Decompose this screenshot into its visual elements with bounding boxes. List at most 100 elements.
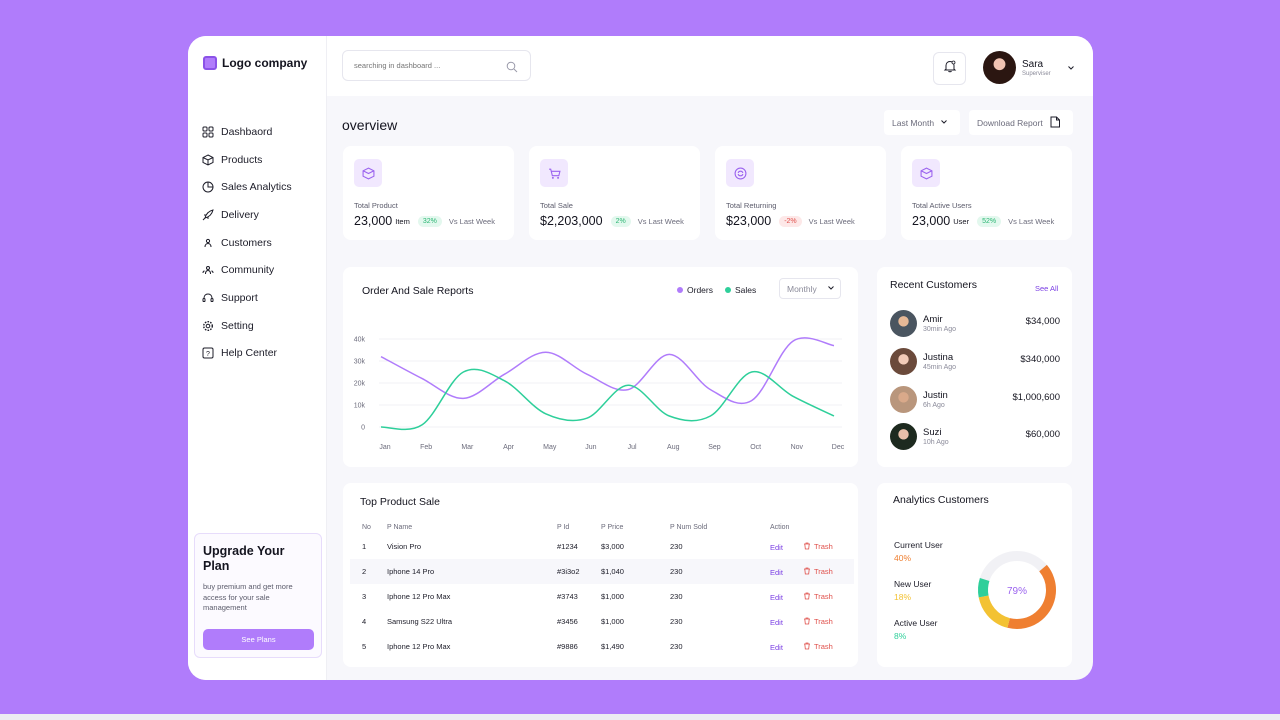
cell-no: 1 (362, 542, 367, 551)
period-select-label: Last Month (892, 117, 935, 128)
sidebar-item-label: Products (221, 153, 263, 166)
users-icon (202, 264, 214, 276)
trash-button[interactable]: Trash (803, 542, 833, 552)
cell-actions: Edit Trash (770, 634, 854, 659)
line-chart: 0 10k 20k 30k 40k Jan Feb Mar Apr May Jun Jul Aug Sep… (354, 337, 845, 452)
avatar (983, 51, 1016, 84)
cell-id: #3456 (557, 617, 578, 626)
change-badge: 2% (610, 215, 631, 227)
y-tick-label: 0 (361, 425, 365, 432)
box-icon (354, 159, 382, 187)
legend-sales: Sales (734, 285, 757, 295)
cell-id: #3i3o2 (557, 559, 601, 584)
trash-label: Trash (813, 567, 833, 576)
stat-card-total-returning: Total Returning $23,000 -2% Vs Last Week (715, 146, 886, 240)
trash-icon (803, 542, 811, 552)
stat-card-total-sale: Total Sale $2,203,000 2% Vs Last Week (529, 146, 700, 240)
legend-dot-sales (724, 287, 731, 293)
grid-icon (202, 126, 214, 138)
column-header: No (362, 523, 371, 531)
sidebar-item-label: Sales Analytics (221, 181, 292, 194)
comparison-text: Vs Last Week (1008, 216, 1055, 226)
sidebar-item-products[interactable]: Products (202, 146, 322, 174)
file-icon (1049, 116, 1061, 130)
table-row: 4 Samsung S22 Ultra #3456 $1,000 230 Edi… (350, 609, 854, 634)
download-report-label: Download Report (977, 117, 1043, 128)
user-menu[interactable]: Sara Superviser (983, 51, 1075, 84)
customer-amount: $1,000,600 (1012, 392, 1060, 403)
page-title: overview (342, 117, 398, 133)
trash-label: Trash (813, 542, 833, 551)
x-tick-label: Jul (628, 444, 637, 451)
edit-button[interactable]: Edit (770, 567, 783, 577)
topbar: Sara Superviser (327, 36, 1093, 96)
column-header: Action (770, 523, 790, 531)
report-period-select[interactable]: Monthly (779, 278, 841, 299)
customer-avatar (890, 385, 917, 413)
cell-no: 2 (350, 559, 387, 584)
donut-segments (978, 551, 1056, 629)
sidebar-item-dashboard[interactable]: Dashbaord (202, 118, 322, 146)
chart-legend: Orders Sales (677, 285, 756, 295)
see-all-link[interactable]: See All (1035, 284, 1059, 293)
sidebar-item-delivery[interactable]: Delivery (202, 201, 322, 229)
notification-button[interactable] (933, 52, 966, 85)
sidebar-item-help-center[interactable]: ? Help Center (202, 340, 322, 368)
customer-row[interactable]: Justina 45min Ago $340,000 (890, 346, 1060, 376)
donut-chart: 79% (978, 551, 1056, 629)
sidebar-item-label: Dashbaord (221, 125, 273, 138)
sidebar-item-setting[interactable]: Setting (202, 312, 322, 340)
period-select[interactable]: Last Month (884, 110, 960, 135)
chevron-down-icon[interactable] (1067, 59, 1075, 77)
x-tick-label: May (543, 444, 557, 451)
stat-value: 23,000 (912, 214, 951, 228)
series-line-orders (380, 337, 835, 405)
comparison-text: Vs Last Week (808, 216, 855, 226)
customer-row[interactable]: Justin 6h Ago $1,000,600 (890, 384, 1060, 414)
edit-button[interactable]: Edit (770, 617, 783, 627)
y-tick-label: 10k (354, 403, 366, 410)
sidebar-item-community[interactable]: Community (202, 256, 322, 284)
sidebar-item-customers[interactable]: Customers (202, 229, 322, 257)
stat-value: $23,000 (726, 214, 772, 228)
edit-button[interactable]: Edit (770, 542, 783, 552)
screen-bottom-strip (0, 714, 1280, 720)
upgrade-text: buy premium and get more access for your… (203, 582, 293, 612)
table-row: 3 Iphone 12 Pro Max #3743 $1,000 230 Edi… (350, 584, 854, 609)
donut-segment (978, 551, 1056, 629)
search-input[interactable] (354, 61, 504, 70)
trash-button[interactable]: Trash (803, 567, 833, 577)
segment-value: 18% (894, 592, 912, 602)
top-products-title: Top Product Sale (360, 496, 440, 508)
edit-button[interactable]: Edit (770, 592, 783, 602)
trash-label: Trash (813, 642, 833, 651)
edit-button[interactable]: Edit (770, 642, 783, 652)
cell-sold: 230 (670, 617, 683, 626)
sidebar-item-sales-analytics[interactable]: Sales Analytics (202, 173, 322, 201)
see-plans-button[interactable]: See Plans (203, 629, 314, 650)
bell-icon (943, 59, 957, 78)
y-tick-label: 30k (354, 359, 366, 366)
sidebar-item-support[interactable]: Support (202, 284, 322, 312)
x-tick-label: Dec (832, 444, 845, 451)
trash-button[interactable]: Trash (803, 642, 833, 652)
trash-button[interactable]: Trash (803, 592, 833, 602)
logo[interactable]: Logo company (203, 56, 307, 70)
trash-label: Trash (813, 617, 833, 626)
customer-row[interactable]: Suzi 10h Ago $60,000 (890, 421, 1060, 451)
analytics-title: Analytics Customers (893, 494, 989, 506)
cell-name: Vision Pro (387, 542, 422, 551)
gear-icon (202, 320, 214, 332)
customer-row[interactable]: Amir 30min Ago $34,000 (890, 308, 1060, 338)
customer-amount: $60,000 (1025, 429, 1060, 440)
change-badge: 52% (977, 215, 1002, 227)
cell-sold: 230 (670, 642, 683, 651)
x-tick-label: Apr (503, 444, 515, 451)
trash-button[interactable]: Trash (803, 617, 833, 627)
search-icon[interactable] (506, 60, 518, 78)
download-report-button[interactable]: Download Report (969, 110, 1073, 135)
chevron-down-icon (827, 284, 835, 294)
column-header: P Price (601, 523, 624, 531)
cell-sold: 230 (670, 559, 770, 584)
cell-price: $1,040 (601, 559, 670, 584)
